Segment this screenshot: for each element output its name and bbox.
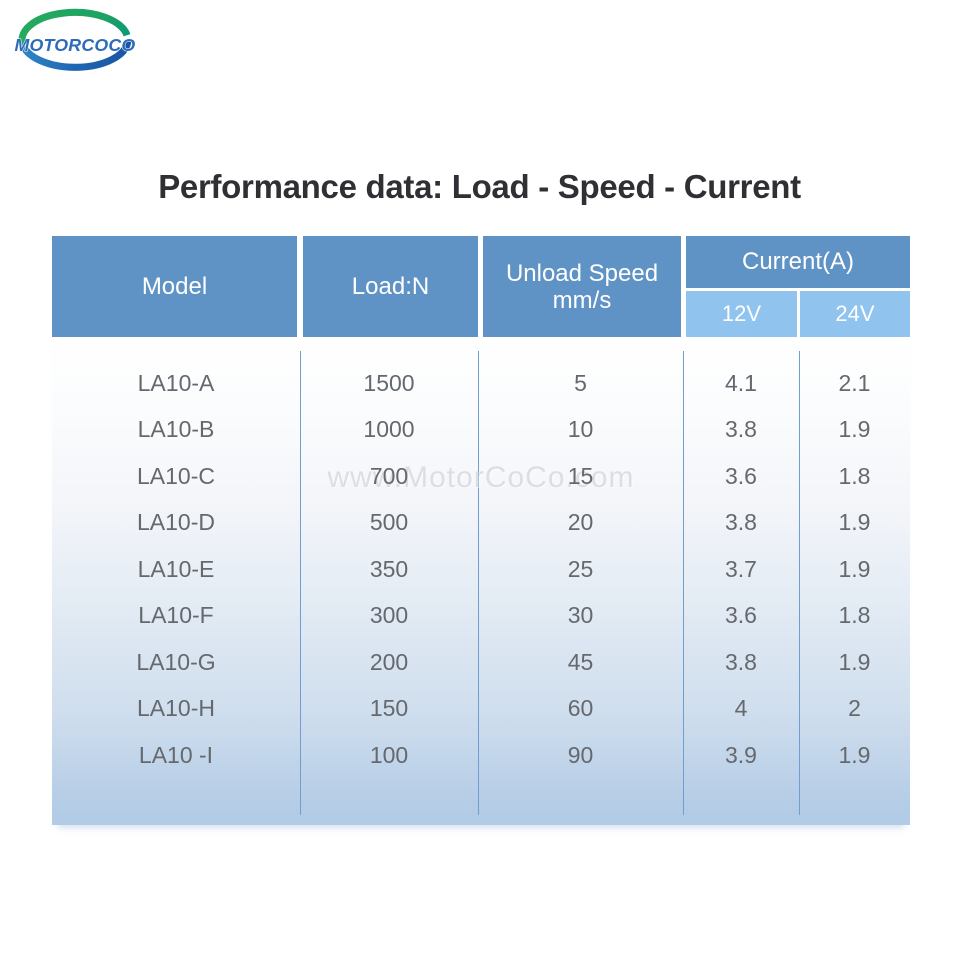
column-divider [683, 351, 684, 815]
cell-load: 350 [369, 555, 409, 582]
cell-speed: 15 [567, 462, 594, 489]
column-divider [300, 351, 301, 815]
table-row: LA10-H 150 60 4 2 [52, 686, 910, 733]
cell-a12: 3.9 [725, 741, 757, 768]
cell-speed: 10 [567, 416, 594, 443]
cell-a12: 3.6 [725, 462, 757, 489]
cell-model: LA10-A [137, 369, 215, 396]
table-row: LA10 -I 100 90 3.9 1.9 [52, 732, 910, 779]
cell-load: 700 [369, 462, 409, 489]
cell-load: 1500 [363, 369, 415, 396]
cell-a12: 4 [734, 695, 748, 722]
cell-model: LA10 -I [138, 741, 214, 768]
cell-a24: 1.9 [838, 648, 871, 675]
cell-model: LA10-D [137, 509, 215, 536]
brand-logo: MOTORCOCO [13, 3, 137, 77]
cell-speed: 30 [567, 602, 594, 629]
current-subheaders: 12V 24V [686, 291, 910, 337]
cell-a24: 1.9 [838, 555, 871, 582]
cell-model: LA10-E [137, 555, 215, 582]
cell-a24: 1.9 [838, 741, 871, 768]
brand-logo-ellipse-icon: MOTORCOCO [14, 8, 136, 71]
cell-load: 300 [369, 602, 409, 629]
cell-speed: 25 [567, 555, 594, 582]
column-header-current: Current(A) [686, 236, 910, 288]
column-header-unload-speed-line1: Unload Speed [505, 259, 659, 287]
cell-a24: 2.1 [838, 369, 871, 396]
table-header: Model Load:N Unload Speed mm/s Current(A… [52, 236, 910, 337]
cell-model: LA10-C [137, 462, 215, 489]
cell-load: 500 [369, 509, 409, 536]
column-header-current-group: Current(A) 12V 24V [686, 236, 910, 337]
performance-table: Model Load:N Unload Speed mm/s Current(A… [52, 236, 910, 825]
cell-a24: 2 [848, 695, 861, 722]
column-header-unload-speed: Unload Speed mm/s [483, 236, 681, 337]
table-row: LA10-G 200 45 3.8 1.9 [52, 639, 910, 686]
brand-name: MOTORCOCO [15, 35, 136, 55]
cell-a12: 3.8 [725, 416, 757, 443]
cell-model: LA10-B [137, 416, 215, 443]
cell-load: 100 [369, 741, 409, 768]
cell-a12: 4.1 [725, 369, 757, 396]
cell-speed: 5 [574, 369, 587, 396]
table-row: LA10-E 350 25 3.7 1.9 [52, 546, 910, 593]
cell-model: LA10-G [136, 648, 216, 675]
table-row: LA10-C 700 15 3.6 1.8 [52, 453, 910, 500]
column-header-12v: 12V [686, 291, 797, 337]
cell-load: 150 [369, 695, 409, 722]
cell-a24: 1.9 [838, 416, 871, 443]
cell-a12: 3.8 [725, 509, 757, 536]
cell-speed: 20 [567, 509, 594, 536]
table-row: LA10-B 1000 10 3.8 1.9 [52, 407, 910, 454]
column-header-model: Model [52, 236, 297, 337]
column-header-unload-speed-line2: mm/s [552, 286, 612, 314]
column-header-load: Load:N [303, 236, 478, 337]
table-rows: LA10-A 1500 5 4.1 2.1 LA10-B 1000 10 3.8 1.9 LA10-… [52, 360, 910, 779]
column-divider [799, 351, 800, 815]
table-body: www.MotorCoCo.com LA10-A 1500 5 4.1 2.1 LA10-… [52, 337, 910, 825]
cell-speed: 45 [567, 648, 594, 675]
table-row: LA10-F 300 30 3.6 1.8 [52, 593, 910, 640]
column-header-24v: 24V [800, 291, 910, 337]
column-divider [478, 351, 479, 815]
cell-a24: 1.9 [838, 509, 871, 536]
logo-green-arc-icon [18, 8, 131, 49]
cell-a12: 3.7 [725, 555, 757, 582]
cell-model: LA10-H [137, 695, 215, 722]
cell-load: 200 [369, 648, 409, 675]
cell-speed: 60 [567, 695, 594, 722]
cell-a12: 3.6 [725, 602, 757, 629]
cell-load: 1000 [363, 416, 415, 443]
cell-a12: 3.8 [725, 648, 757, 675]
table-row: LA10-D 500 20 3.8 1.9 [52, 500, 910, 547]
cell-a24: 1.8 [838, 602, 871, 629]
cell-speed: 90 [567, 741, 594, 768]
cell-a24: 1.8 [838, 462, 871, 489]
table-row: LA10-A 1500 5 4.1 2.1 [52, 360, 910, 407]
page-title: Performance data: Load - Speed - Current [158, 168, 801, 205]
cell-model: LA10-F [138, 602, 214, 629]
logo-blue-arc-icon [19, 40, 132, 71]
